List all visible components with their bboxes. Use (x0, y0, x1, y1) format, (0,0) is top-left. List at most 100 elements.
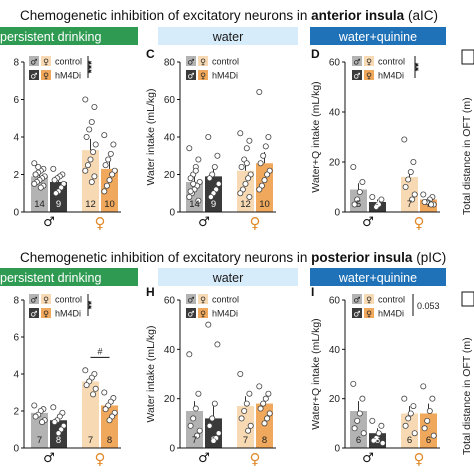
data-point (238, 415, 245, 422)
data-point (401, 136, 408, 143)
data-point (196, 427, 203, 434)
data-point (82, 167, 89, 174)
data-point (91, 173, 98, 180)
female-axis-label: ♀ (95, 214, 106, 232)
legend-swatch-male (186, 56, 196, 66)
data-point (354, 417, 361, 424)
data-point (260, 152, 267, 159)
data-point (411, 430, 418, 437)
y-tick-label: 4 (13, 133, 19, 144)
data-point (190, 180, 197, 187)
data-point (195, 197, 202, 204)
legend-female-symbol: ♀ (366, 296, 372, 305)
male-axis-label: ♂ (362, 451, 374, 466)
data-point (356, 410, 363, 417)
data-point (206, 422, 213, 429)
female-axis-label: ♀ (250, 450, 261, 468)
data-point (265, 390, 272, 397)
legend-label: control (212, 295, 239, 305)
n-label: 7 (243, 435, 248, 446)
n-label: 14 (189, 199, 200, 210)
significance-label: ** (86, 300, 98, 309)
data-point (410, 403, 417, 410)
data-point (265, 133, 272, 140)
legend-female-symbol: ♀ (200, 58, 206, 67)
data-point (195, 156, 202, 163)
y-tick-label: 0 (169, 208, 175, 219)
y-tick-label: 60 (329, 58, 341, 69)
y-tick-label: 20 (329, 394, 341, 405)
data-point (261, 420, 268, 427)
data-point (92, 385, 99, 392)
n-label: 6 (375, 435, 380, 446)
significance-label: *** (86, 60, 98, 74)
panel-C: 0 20 40 60 80 C Water intake (mL/kg) 14 9 12 10 ♂ ♀ ♂… (145, 47, 276, 232)
data-point (187, 188, 194, 195)
data-point (373, 203, 380, 210)
data-point (55, 430, 62, 437)
legend-label: hM4Di (212, 309, 238, 319)
data-point (88, 178, 95, 185)
data-point (91, 104, 98, 111)
data-point (430, 432, 437, 439)
data-point (238, 163, 245, 170)
legend-label: hM4Di (212, 71, 238, 81)
bar (101, 168, 118, 212)
legend-male-symbol: ♂ (187, 58, 194, 67)
data-point (421, 425, 428, 432)
n-label: 8 (56, 435, 61, 446)
data-point (52, 190, 59, 197)
data-point (243, 400, 250, 407)
legend-label: control (378, 57, 405, 67)
data-point (103, 182, 110, 189)
legend-swatch-female (198, 70, 208, 80)
bar (82, 381, 99, 448)
data-point (101, 188, 108, 195)
data-point (214, 341, 221, 348)
data-point (88, 119, 95, 126)
data-point (241, 407, 248, 414)
banner-water-aic-label: water (212, 30, 244, 44)
male-axis-label: ♂ (43, 215, 55, 230)
banner-persistent-aic (0, 27, 138, 45)
y-tick-label: 60 (329, 296, 341, 307)
male-axis-label: ♂ (198, 215, 210, 230)
y-axis-label: Water+Q intake (mL/kg) (310, 81, 322, 192)
y-tick-label: 20 (164, 394, 176, 405)
legend-female-symbol: ♀ (43, 296, 49, 305)
data-point (350, 380, 357, 387)
data-point (405, 415, 412, 422)
n-label: 10 (104, 199, 115, 210)
panel-B: 0 2 4 6 8 14 9 12 10 ♂ ♀ ♂ ♀ control ♂ ♀ hM4Di *** (13, 56, 121, 232)
significance-label: ** (413, 62, 425, 71)
data-point (50, 165, 57, 172)
data-point (186, 351, 193, 358)
data-point (242, 180, 249, 187)
data-point (411, 191, 418, 198)
legend-label: control (55, 295, 82, 305)
right-panel-top-letter-box (461, 49, 474, 65)
data-point (256, 186, 263, 193)
legend-male-symbol: ♂ (187, 296, 194, 305)
legend-female-symbol: ♀ (43, 58, 49, 67)
data-point (206, 175, 213, 182)
legend-male-symbol: ♂ (353, 72, 360, 81)
legend-swatch-male (186, 70, 196, 80)
data-point (205, 321, 212, 328)
data-point (102, 406, 109, 413)
y-tick-label: 0 (13, 208, 19, 219)
data-point (261, 177, 268, 184)
female-axis-label: ♀ (414, 450, 425, 468)
female-axis-label: ♀ (95, 450, 106, 468)
data-point (192, 405, 199, 412)
data-point (210, 437, 217, 444)
female-axis-label: ♀ (414, 214, 425, 232)
data-point (424, 417, 431, 424)
legend-female-symbol: ♀ (200, 296, 206, 305)
n-label: 7 (407, 199, 412, 210)
male-axis-label: ♂ (362, 215, 374, 230)
n-label: 5 (356, 199, 361, 210)
legend-female-symbol: ♀ (43, 310, 49, 319)
n-label: 8 (107, 435, 112, 446)
